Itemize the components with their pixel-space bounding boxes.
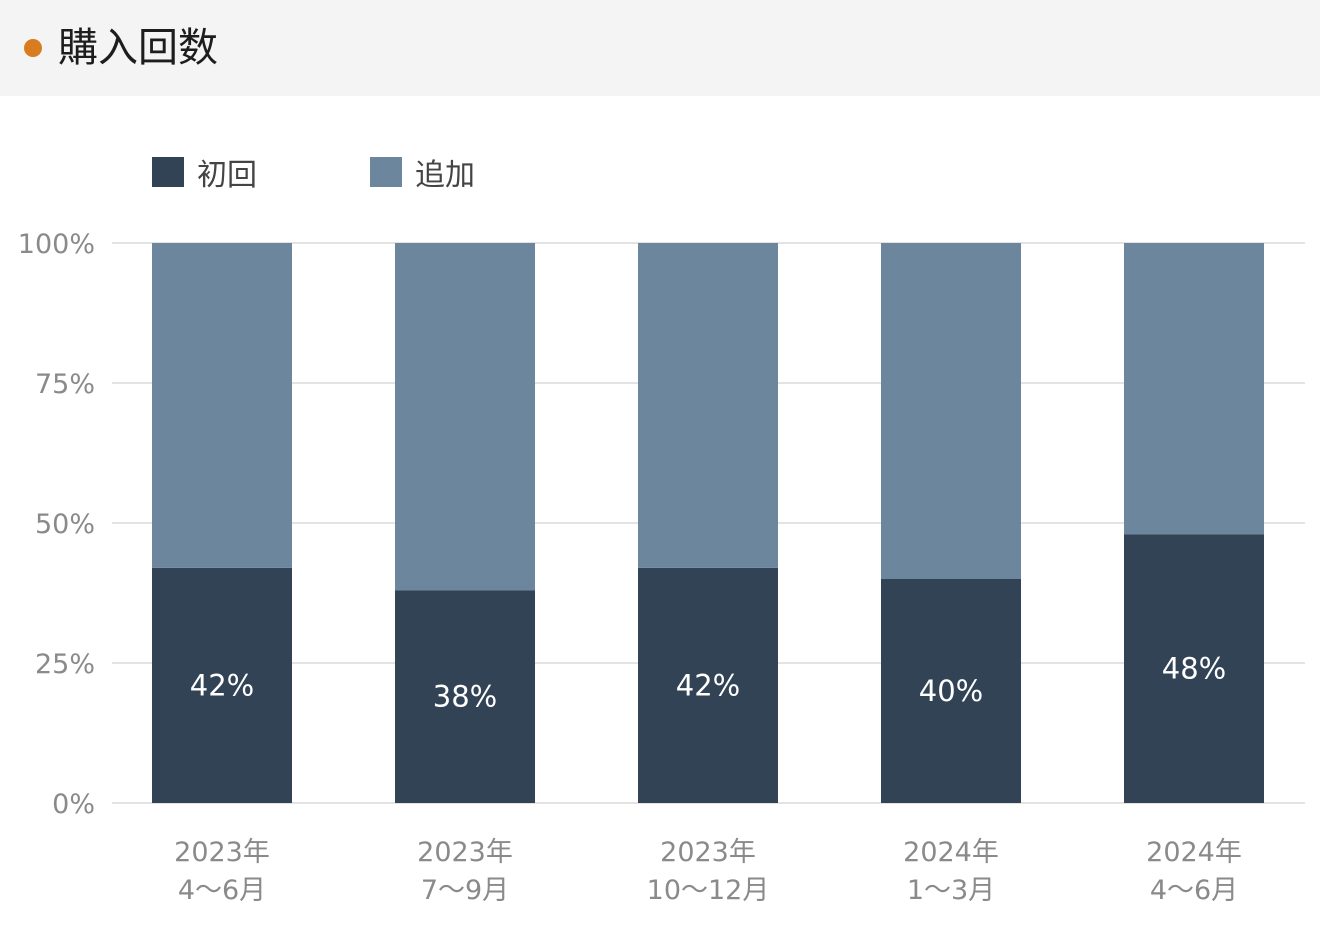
bar-first (1124, 534, 1264, 803)
x-tick-label-period: 10〜12月 (647, 875, 770, 906)
legend-label: 初回 (197, 158, 257, 193)
legend-swatch-0 (152, 157, 184, 187)
data-label: 38% (433, 680, 497, 714)
bar-additional (638, 243, 778, 568)
legend-label: 追加 (415, 158, 475, 193)
x-tick-label-year: 2023年 (174, 837, 270, 868)
y-tick-label: 0% (52, 789, 95, 820)
bar-additional (1124, 243, 1264, 535)
y-tick-label: 25% (35, 649, 95, 680)
x-tick-label-year: 2024年 (1146, 837, 1242, 868)
bar-first (638, 567, 778, 803)
x-tick-label-period: 7〜9月 (421, 875, 509, 906)
bar-first (395, 590, 535, 803)
bar-first (881, 579, 1021, 803)
bar-additional (152, 243, 292, 568)
y-tick-label: 75% (35, 369, 95, 400)
data-label: 40% (919, 674, 983, 708)
y-tick-label: 50% (35, 509, 95, 540)
x-tick-label-period: 4〜6月 (178, 875, 266, 906)
x-tick-label-period: 1〜3月 (907, 875, 995, 906)
data-label: 48% (1162, 652, 1226, 686)
header: 購入回数 (0, 0, 1320, 96)
bar-first (152, 567, 292, 803)
data-label: 42% (676, 668, 740, 702)
x-tick-label-year: 2023年 (660, 837, 756, 868)
bar-additional (395, 243, 535, 591)
x-tick-label-year: 2023年 (417, 837, 513, 868)
y-tick-label: 100% (18, 229, 95, 260)
page-title: 購入回数 (58, 25, 218, 71)
x-tick-label-period: 4〜6月 (1150, 875, 1238, 906)
bar-additional (881, 243, 1021, 579)
data-label: 42% (190, 668, 254, 702)
x-tick-label-year: 2024年 (903, 837, 999, 868)
accent-dot-icon (24, 39, 42, 57)
legend-swatch-1 (370, 157, 402, 187)
